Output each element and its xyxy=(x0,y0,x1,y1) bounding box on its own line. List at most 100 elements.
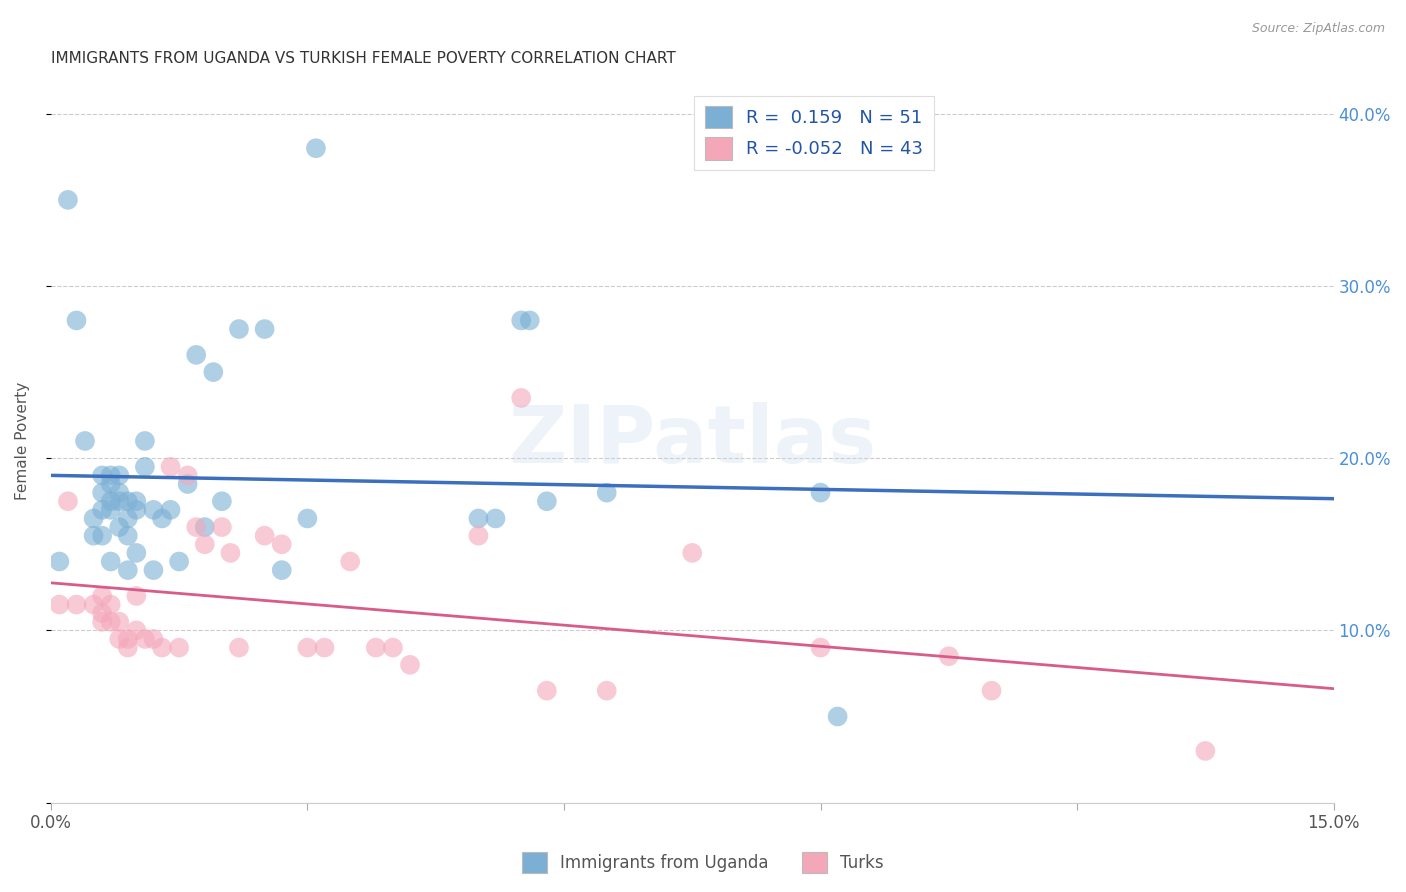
Point xyxy=(681,546,703,560)
Point xyxy=(1194,744,1216,758)
Point xyxy=(186,348,208,362)
Point xyxy=(536,683,558,698)
Point xyxy=(596,683,619,698)
Point xyxy=(100,494,122,508)
Point xyxy=(228,322,250,336)
Point xyxy=(134,434,156,448)
Point xyxy=(108,615,131,629)
Point xyxy=(176,477,198,491)
Point xyxy=(810,485,832,500)
Text: Source: ZipAtlas.com: Source: ZipAtlas.com xyxy=(1251,22,1385,36)
Legend: Immigrants from Uganda, Turks: Immigrants from Uganda, Turks xyxy=(515,846,891,880)
Point xyxy=(467,529,489,543)
Point xyxy=(108,494,131,508)
Point xyxy=(100,503,122,517)
Point xyxy=(83,511,105,525)
Point xyxy=(202,365,225,379)
Point xyxy=(381,640,404,655)
Point xyxy=(314,640,336,655)
Point xyxy=(117,494,139,508)
Point xyxy=(91,468,114,483)
Point xyxy=(219,546,242,560)
Point xyxy=(125,503,148,517)
Point xyxy=(108,485,131,500)
Point xyxy=(159,503,181,517)
Text: ZIPatlas: ZIPatlas xyxy=(508,402,876,480)
Point xyxy=(484,511,506,525)
Point xyxy=(91,485,114,500)
Point xyxy=(467,511,489,525)
Y-axis label: Female Poverty: Female Poverty xyxy=(15,382,30,500)
Point xyxy=(270,563,292,577)
Point xyxy=(142,563,165,577)
Point xyxy=(228,640,250,655)
Point xyxy=(48,554,70,568)
Point xyxy=(83,529,105,543)
Point xyxy=(167,640,190,655)
Point xyxy=(159,459,181,474)
Point xyxy=(211,520,233,534)
Point xyxy=(339,554,361,568)
Point xyxy=(117,563,139,577)
Point xyxy=(91,606,114,620)
Point xyxy=(125,546,148,560)
Point xyxy=(519,313,541,327)
Point xyxy=(297,511,319,525)
Point xyxy=(297,640,319,655)
Point xyxy=(253,322,276,336)
Point xyxy=(167,554,190,568)
Point xyxy=(134,632,156,646)
Point xyxy=(399,657,422,672)
Point xyxy=(125,624,148,638)
Point xyxy=(364,640,387,655)
Point xyxy=(100,615,122,629)
Point xyxy=(596,485,619,500)
Point xyxy=(536,494,558,508)
Point xyxy=(83,598,105,612)
Point xyxy=(117,640,139,655)
Point xyxy=(810,640,832,655)
Point xyxy=(108,468,131,483)
Point xyxy=(56,494,79,508)
Point xyxy=(186,520,208,534)
Point xyxy=(65,313,87,327)
Point xyxy=(56,193,79,207)
Point xyxy=(134,459,156,474)
Point xyxy=(100,468,122,483)
Legend: R =  0.159   N = 51, R = -0.052   N = 43: R = 0.159 N = 51, R = -0.052 N = 43 xyxy=(695,95,934,170)
Point xyxy=(48,598,70,612)
Point xyxy=(142,503,165,517)
Point xyxy=(150,640,173,655)
Point xyxy=(150,511,173,525)
Point xyxy=(980,683,1002,698)
Point xyxy=(270,537,292,551)
Point xyxy=(100,554,122,568)
Point xyxy=(510,313,533,327)
Point xyxy=(125,589,148,603)
Point xyxy=(108,632,131,646)
Point xyxy=(108,520,131,534)
Point xyxy=(305,141,328,155)
Point xyxy=(125,494,148,508)
Point xyxy=(510,391,533,405)
Text: IMMIGRANTS FROM UGANDA VS TURKISH FEMALE POVERTY CORRELATION CHART: IMMIGRANTS FROM UGANDA VS TURKISH FEMALE… xyxy=(51,51,676,66)
Point xyxy=(253,529,276,543)
Point xyxy=(100,477,122,491)
Point xyxy=(91,615,114,629)
Point xyxy=(194,537,217,551)
Point xyxy=(142,632,165,646)
Point xyxy=(91,503,114,517)
Point xyxy=(91,589,114,603)
Point xyxy=(211,494,233,508)
Point xyxy=(65,598,87,612)
Point xyxy=(194,520,217,534)
Point xyxy=(73,434,96,448)
Point xyxy=(100,598,122,612)
Point xyxy=(827,709,849,723)
Point xyxy=(176,468,198,483)
Point xyxy=(117,529,139,543)
Point xyxy=(117,511,139,525)
Point xyxy=(938,649,960,664)
Point xyxy=(117,632,139,646)
Point xyxy=(91,529,114,543)
